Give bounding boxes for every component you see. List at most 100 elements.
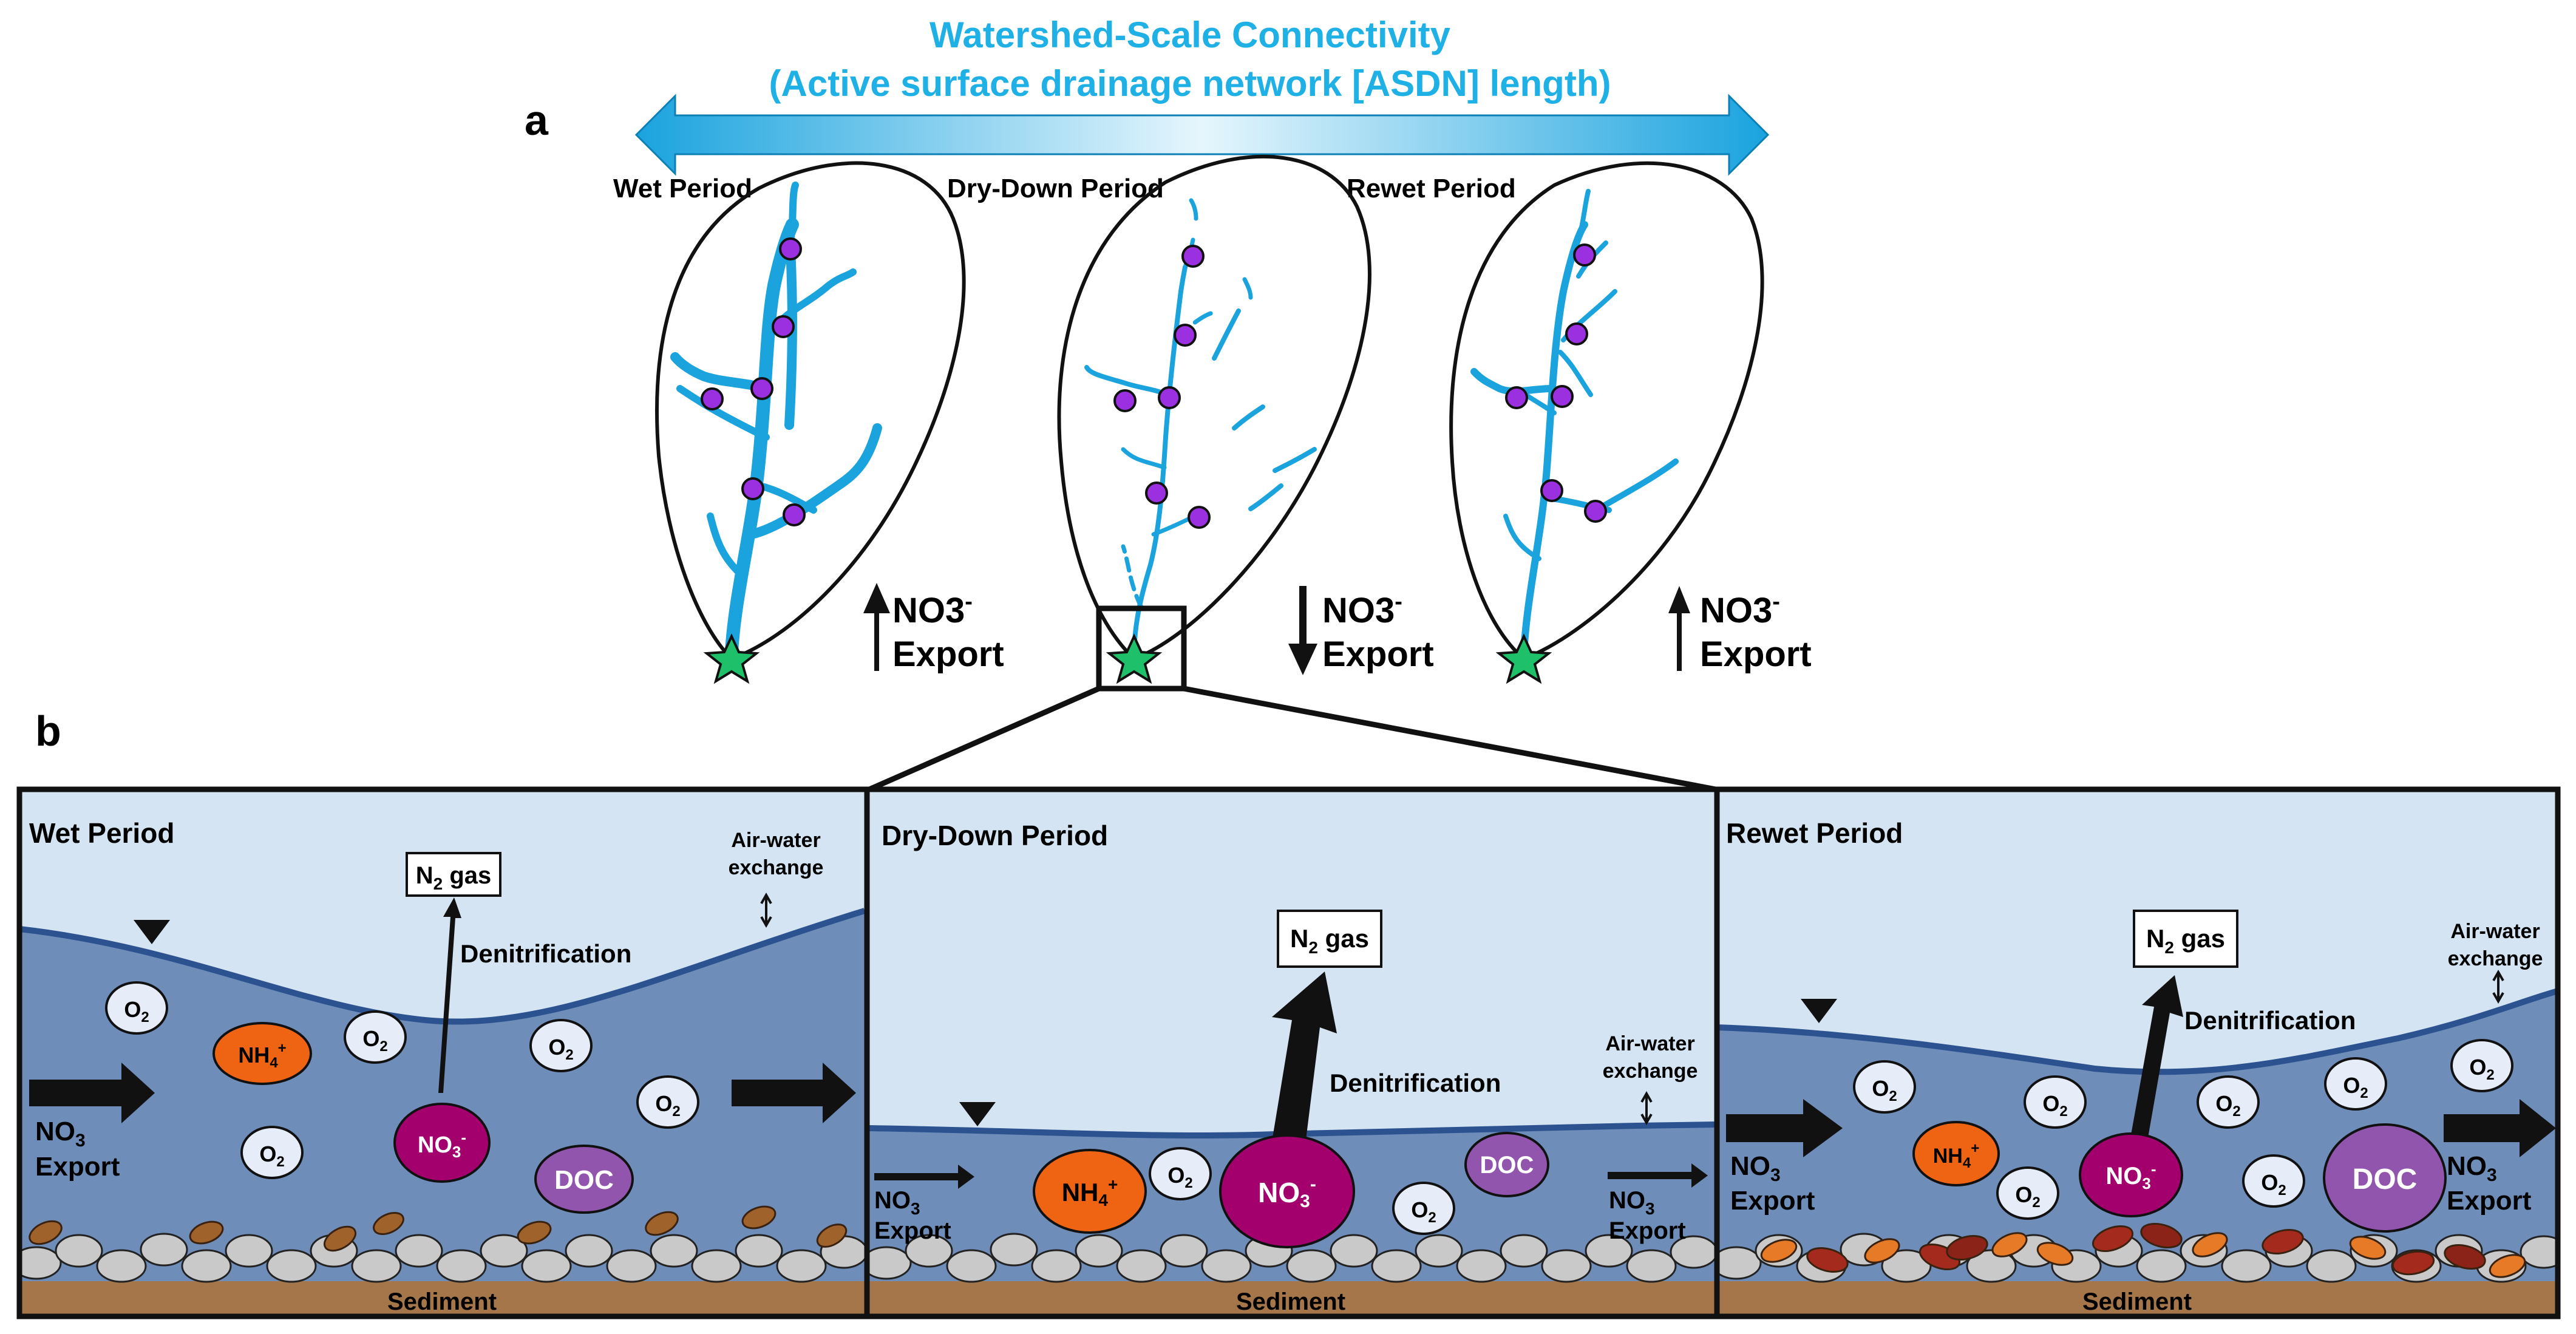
export-label: NO3 [35, 1117, 86, 1151]
no3-molecule [393, 1103, 491, 1183]
sediment-label: Sediment [2082, 1288, 2192, 1315]
export-word: Export [35, 1152, 120, 1182]
o2-molecules: O2 O2 [1149, 1147, 1455, 1235]
panel-b-letter: b [35, 707, 61, 755]
exchange-arrow [2492, 969, 2504, 1004]
air-water-label-2: exchange [2448, 947, 2543, 970]
denitrification-arrow [438, 897, 461, 1093]
export-label: NO3 [1609, 1187, 1655, 1218]
export-arrow-out [2444, 1099, 2556, 1157]
export-word: Export [1730, 1186, 1815, 1216]
air-water-label: Air-water [2450, 920, 2540, 943]
denitrification-label: Denitrification [1330, 1069, 1501, 1097]
export-label: NO3 [2447, 1151, 2497, 1185]
nh4-label: NH4+ [238, 1040, 286, 1071]
denitrification-arrow [1272, 972, 1337, 1145]
export-arrow-up [1668, 586, 1690, 671]
export-nitrate: NO3- [1700, 589, 1780, 630]
svg-text:O2: O2 [2343, 1073, 2368, 1101]
export-arrow-in [29, 1063, 155, 1123]
air-water-label: Air-water [731, 829, 820, 852]
n2-gas-box [1277, 910, 1382, 968]
outlet-star [703, 633, 760, 684]
svg-text:O2: O2 [259, 1142, 284, 1170]
subpanel-rewet: Sediment Rewet Period N2 gas Denitrifica… [1717, 789, 2558, 1316]
air-water-label-2: exchange [729, 856, 824, 879]
water-level-marker [134, 920, 170, 944]
sediment-layer [867, 1281, 1715, 1316]
export-word: Export [1322, 635, 1434, 674]
no3-molecule [2079, 1132, 2183, 1217]
denitrification-label: Denitrification [2184, 1006, 2356, 1035]
panel-a-label-wet: Wet Period [613, 174, 752, 203]
svg-text:O2: O2 [124, 997, 149, 1026]
export-nitrate: NO3- [1322, 589, 1402, 630]
export-word: Export [2447, 1186, 2532, 1216]
period-label: Dry-Down Period [882, 820, 1108, 851]
subpanel-dry: Sediment Dry-Down Period N2 gas Denitrif… [867, 789, 1715, 1316]
water-surface [1717, 988, 2558, 1075]
export-word: Export [892, 635, 1004, 674]
doc-molecule [1464, 1132, 1549, 1197]
sediment-layer [1717, 1281, 2558, 1316]
outlet-star [1495, 633, 1552, 684]
air-water-label-2: exchange [1603, 1060, 1698, 1083]
watershed-outline [655, 161, 966, 661]
denitrification-arrow [2130, 975, 2183, 1145]
svg-text:O2: O2 [1167, 1163, 1192, 1191]
svg-text:O2: O2 [1872, 1076, 1897, 1104]
doc-label: DOC [554, 1165, 614, 1195]
no3-label: NO3- [1258, 1174, 1316, 1211]
zoom-box [1096, 605, 1187, 692]
leaf-litter [29, 1205, 848, 1252]
svg-text:O2: O2 [362, 1026, 387, 1055]
zoom-line-right [1183, 686, 1716, 792]
svg-text:O2: O2 [2261, 1170, 2286, 1199]
watershed-dry: NO3- Export [1057, 154, 1434, 692]
export-arrow-up [863, 583, 890, 671]
n2-gas-label: N2 gas [2146, 924, 2225, 957]
connectivity-double-arrow [634, 94, 1770, 176]
sampling-nodes [1505, 243, 1607, 523]
zoom-line-left [868, 686, 1100, 792]
doc-label: DOC [2353, 1163, 2418, 1196]
export-arrow-in [874, 1165, 974, 1189]
frame-rewet [1714, 786, 2561, 1319]
watershed-wet: NO3- Export [655, 161, 1004, 684]
exchange-arrow [760, 892, 772, 928]
panel-a-subtitle: (Active surface drainage network [ASDN] … [769, 63, 1611, 104]
nh4-label: NH4+ [1933, 1140, 1979, 1171]
air-water-label: Air-water [1605, 1032, 1694, 1055]
exchange-arrow [1640, 1091, 1653, 1126]
export-arrow-out [732, 1063, 856, 1123]
svg-text:O2: O2 [655, 1091, 680, 1120]
water-surface [19, 908, 865, 1025]
export-word: Export [874, 1217, 951, 1244]
cobbles [19, 1233, 865, 1283]
svg-text:O2: O2 [2042, 1091, 2067, 1120]
period-label: Rewet Period [1726, 817, 1903, 849]
doc-molecule [534, 1145, 634, 1214]
svg-text:O2: O2 [2215, 1091, 2240, 1120]
denitrification-label: Denitrification [460, 939, 631, 968]
water-level-marker [1801, 999, 1837, 1023]
outlet-star [1106, 633, 1163, 684]
n2-gas-box [406, 852, 501, 897]
export-label: NO3 [874, 1187, 920, 1218]
n2-gas-label: N2 gas [1290, 924, 1369, 957]
leaf-litter [1760, 1223, 2526, 1278]
sediment-label: Sediment [1236, 1288, 1345, 1315]
panel-a-label-dry: Dry-Down Period [947, 174, 1164, 203]
doc-label: DOC [1480, 1152, 1534, 1179]
sediment-layer [19, 1281, 865, 1316]
watershed-outline [1057, 154, 1371, 661]
o2-molecules: O2 O2 O2 O2 O2 [105, 981, 699, 1179]
panel-a-title: Watershed-Scale Connectivity [929, 15, 1451, 55]
sampling-nodes [1113, 245, 1211, 529]
n2-gas-box [2133, 910, 2238, 968]
n2-gas-label: N2 gas [416, 862, 492, 893]
watershed-rewet: NO3- Export [1449, 161, 1812, 684]
svg-text:O2: O2 [548, 1035, 573, 1063]
export-arrow-down [1288, 586, 1317, 675]
